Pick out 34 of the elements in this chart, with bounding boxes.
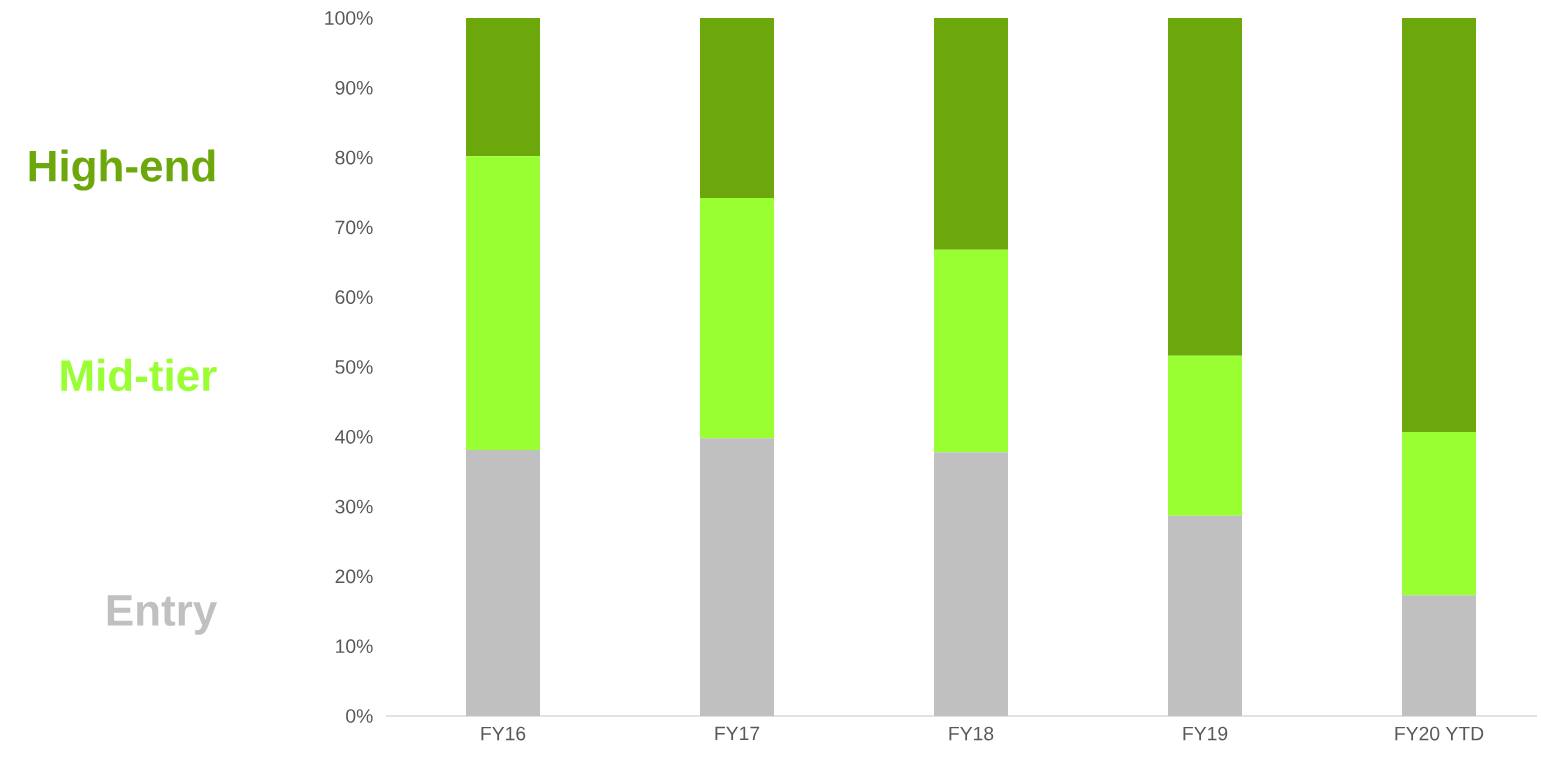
text: High-end: [29, 149, 215, 191]
y-tick-label: 30%: [335, 499, 373, 514]
y-tick-label: 10%: [336, 639, 373, 654]
bar: [700, 198, 775, 439]
y-tick-label: 40%: [335, 429, 373, 444]
bar: [700, 438, 775, 716]
bar: [934, 17, 1009, 250]
y-tick-label: 0%: [346, 709, 373, 723]
y-tick-label: 80%: [335, 150, 373, 165]
bar: [1168, 17, 1243, 356]
text: Entry: [107, 595, 218, 635]
bar: [466, 450, 541, 716]
x-tick-label: FY16: [481, 726, 526, 741]
y-tick-label: 50%: [335, 360, 373, 374]
x-tick-label: FY18: [949, 726, 994, 741]
x-tick-label: FY20 YTD: [1395, 726, 1484, 741]
y-tick-label: 60%: [335, 290, 373, 305]
text: Mid-tier: [61, 358, 217, 392]
y-tick-label: 70%: [335, 220, 373, 235]
bar: [934, 452, 1009, 716]
y-tick-label: 90%: [335, 80, 373, 95]
x-tick-label: FY17: [715, 726, 760, 740]
bar: [700, 17, 775, 199]
bar: [934, 249, 1009, 453]
y-tick-label: 100%: [325, 11, 373, 25]
bar: [1402, 431, 1477, 596]
bar: [466, 156, 541, 451]
bar: [466, 17, 541, 157]
bar: [1168, 515, 1243, 716]
bar: [1402, 17, 1477, 432]
x-tick-label: FY19: [1183, 726, 1228, 741]
bar: [1402, 595, 1477, 716]
bar: [1168, 355, 1243, 516]
y-tick-label: 20%: [335, 569, 373, 584]
